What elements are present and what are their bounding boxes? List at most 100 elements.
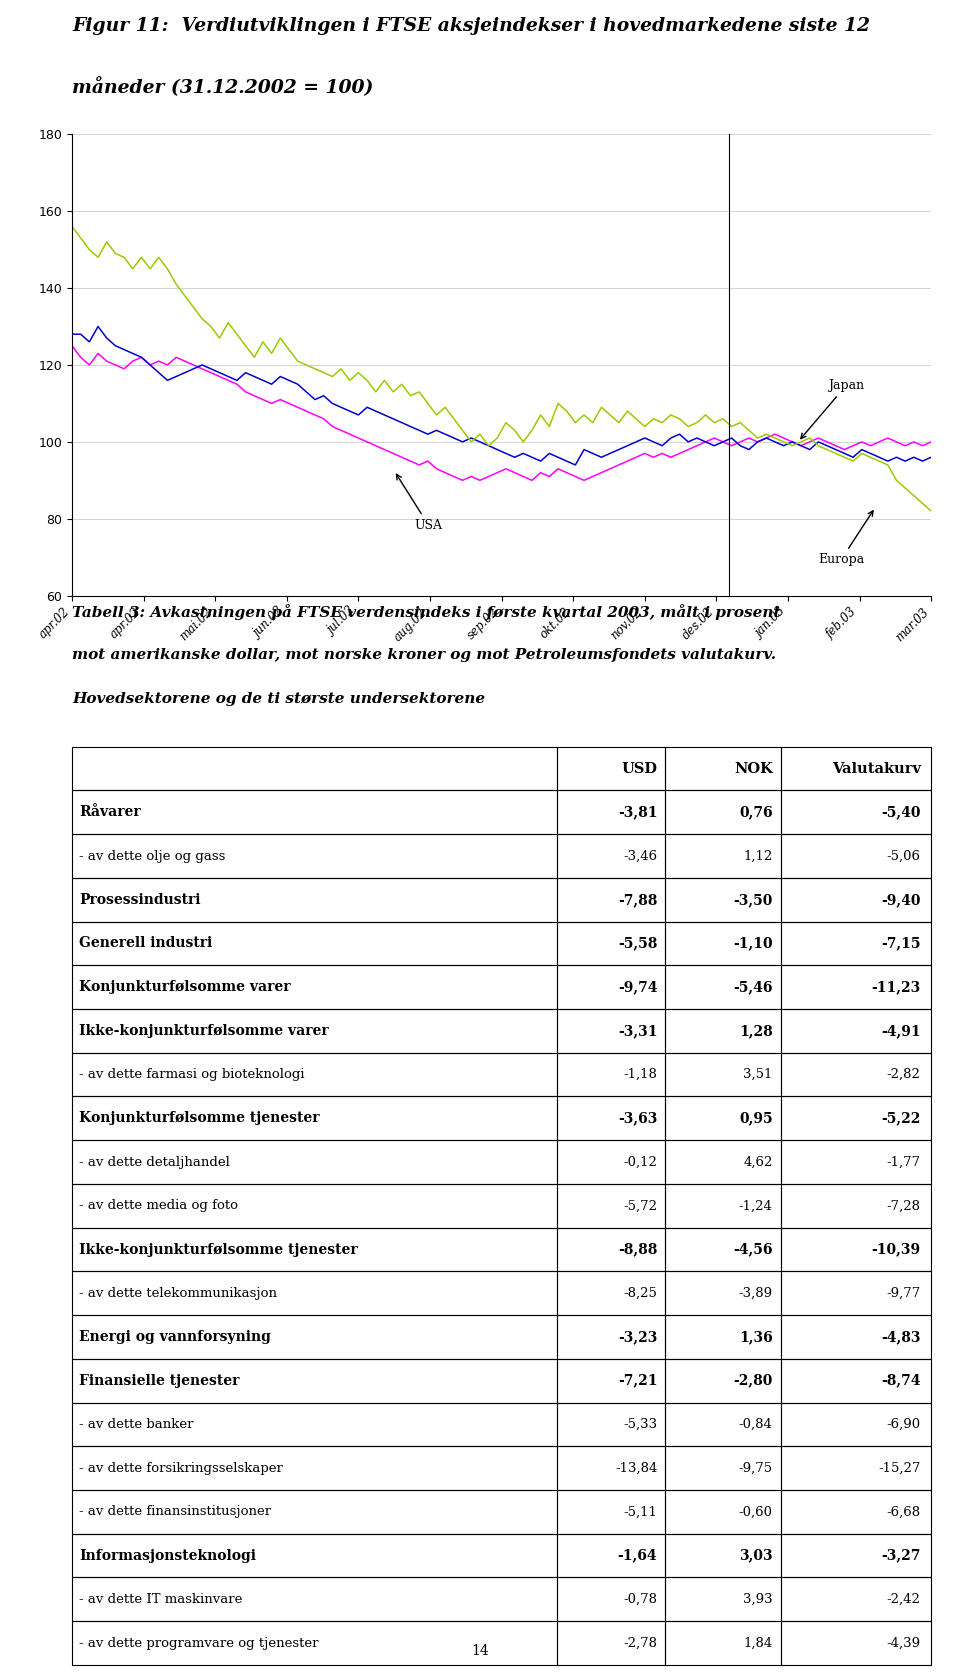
Text: - av dette detaljhandel: - av dette detaljhandel [79,1156,229,1168]
Bar [665,965,780,1008]
Text: -7,28: -7,28 [887,1200,921,1212]
Bar [558,1008,665,1052]
Bar [780,1228,931,1272]
Bar [780,1272,931,1316]
Text: Valutakurv: Valutakurv [831,762,921,775]
Text: -7,21: -7,21 [618,1374,658,1388]
Bar [780,878,931,921]
Text: 4,62: 4,62 [743,1156,773,1168]
Text: -5,58: -5,58 [618,936,658,950]
Bar [665,1052,780,1096]
Bar [72,1621,558,1665]
Text: Prosessindustri: Prosessindustri [79,893,201,906]
Text: -4,39: -4,39 [886,1636,921,1649]
Bar [558,965,665,1008]
Text: Japan: Japan [801,379,864,438]
Text: -8,25: -8,25 [623,1287,658,1300]
Text: -3,50: -3,50 [733,893,773,906]
Text: -1,77: -1,77 [886,1156,921,1168]
Text: -13,84: -13,84 [615,1462,658,1475]
Bar [665,1316,780,1359]
Text: - av dette banker: - av dette banker [79,1418,193,1431]
Bar [558,1403,665,1446]
Text: -1,24: -1,24 [739,1200,773,1212]
Text: - av dette farmasi og bioteknologi: - av dette farmasi og bioteknologi [79,1069,304,1081]
Bar [780,1008,931,1052]
Text: 3,03: 3,03 [739,1549,773,1562]
Text: måneder (31.12.2002 = 100): måneder (31.12.2002 = 100) [72,77,373,97]
Text: -3,81: -3,81 [618,805,658,819]
Text: -7,88: -7,88 [618,893,658,906]
Text: -9,74: -9,74 [618,980,658,993]
Text: - av dette IT maskinvare: - av dette IT maskinvare [79,1592,242,1606]
Bar [665,1577,780,1621]
Text: -0,78: -0,78 [623,1592,658,1606]
Bar [558,1141,665,1185]
Bar [72,834,558,878]
Bar [665,1403,780,1446]
Bar [665,1534,780,1577]
Text: -6,68: -6,68 [886,1505,921,1519]
Bar [665,921,780,965]
Text: -3,23: -3,23 [618,1331,658,1344]
Bar [558,1096,665,1141]
Text: 0,95: 0,95 [739,1111,773,1126]
Bar [72,965,558,1008]
Bar [558,1272,665,1316]
Bar [72,1490,558,1534]
Text: Europa: Europa [818,510,873,567]
Bar [558,1185,665,1228]
Bar [665,1096,780,1141]
Text: -8,88: -8,88 [618,1242,658,1257]
Text: -5,06: -5,06 [887,849,921,862]
Text: Ikke-konjunkturfølsomme varer: Ikke-konjunkturfølsomme varer [79,1024,328,1039]
Bar [558,747,665,790]
Text: 3,93: 3,93 [743,1592,773,1606]
Bar [665,1008,780,1052]
Text: NOK: NOK [734,762,773,775]
Text: USA: USA [396,475,443,532]
Text: Hovedsektorene og de ti største undersektorene: Hovedsektorene og de ti største undersek… [72,693,485,706]
Bar [72,1185,558,1228]
Text: -2,42: -2,42 [887,1592,921,1606]
Text: Råvarer: Råvarer [79,805,140,819]
Text: Generell industri: Generell industri [79,936,212,950]
Text: -9,40: -9,40 [881,893,921,906]
Bar [72,921,558,965]
Bar [665,1446,780,1490]
Text: 14: 14 [471,1644,489,1658]
Text: -2,82: -2,82 [887,1069,921,1081]
Bar [558,1534,665,1577]
Text: - av dette telekommunikasjon: - av dette telekommunikasjon [79,1287,276,1300]
Bar [665,1228,780,1272]
Text: -2,78: -2,78 [623,1636,658,1649]
Text: -5,11: -5,11 [623,1505,658,1519]
Bar [72,1316,558,1359]
Text: -2,80: -2,80 [733,1374,773,1388]
Bar [780,1490,931,1534]
Text: -10,39: -10,39 [872,1242,921,1257]
Text: 3,51: 3,51 [743,1069,773,1081]
Bar [558,1621,665,1665]
Text: -6,90: -6,90 [886,1418,921,1431]
Bar [72,1272,558,1316]
Text: -1,10: -1,10 [733,936,773,950]
Text: -11,23: -11,23 [872,980,921,993]
Bar [72,1052,558,1096]
Text: -4,56: -4,56 [733,1242,773,1257]
Bar [72,790,558,834]
Text: -7,15: -7,15 [881,936,921,950]
Text: -8,74: -8,74 [881,1374,921,1388]
Bar [665,878,780,921]
Bar [780,1621,931,1665]
Bar [780,1403,931,1446]
Text: 1,28: 1,28 [739,1024,773,1039]
Bar [780,1534,931,1577]
Text: Konjunkturfølsomme varer: Konjunkturfølsomme varer [79,980,290,993]
Bar [72,1359,558,1403]
Bar [72,1577,558,1621]
Bar [558,1316,665,1359]
Text: -1,64: -1,64 [617,1549,658,1562]
Text: Finansielle tjenester: Finansielle tjenester [79,1374,239,1388]
Bar [558,1446,665,1490]
